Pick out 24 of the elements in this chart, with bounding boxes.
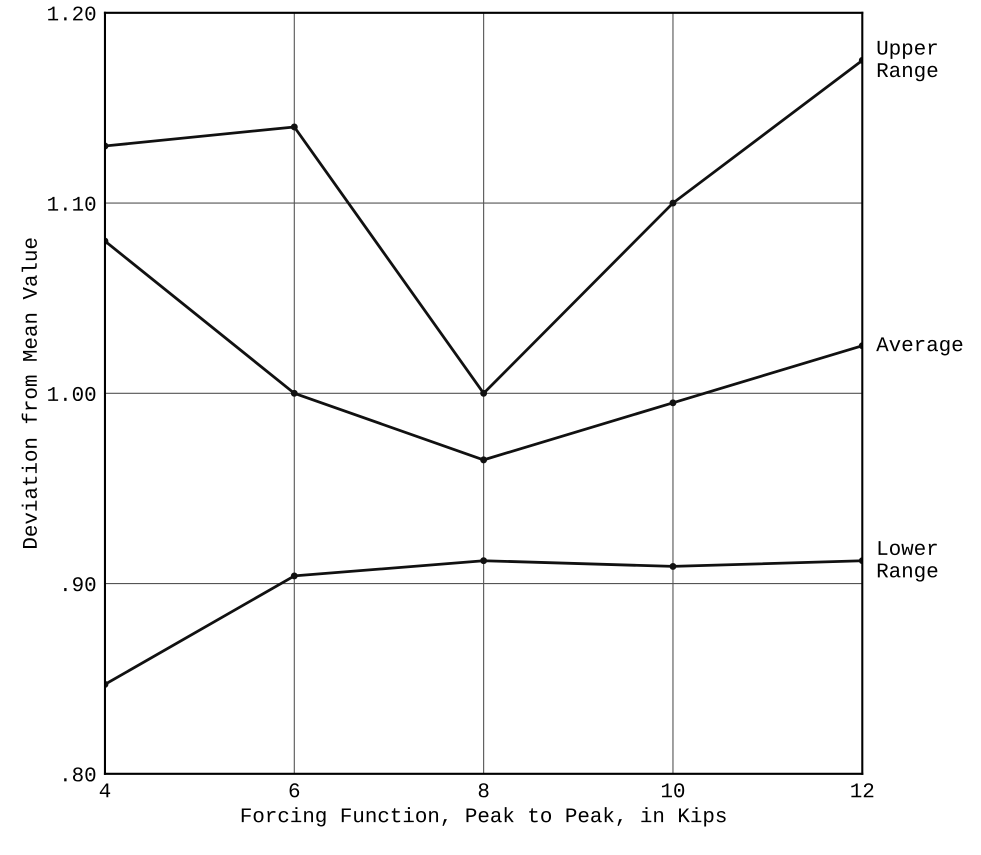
point [290,390,298,397]
series-label: Lower Range [878,541,938,582]
y-tick-label: .80 [64,767,96,782]
x-tick-label: 10 [662,783,684,798]
point [480,390,488,397]
point [669,200,676,207]
y-tick-label: 1.20 [48,6,96,21]
y-axis-title: Deviation from Mean Value [22,238,37,548]
y-tick-label: 1.10 [48,196,96,211]
point [290,572,298,580]
point [480,456,488,464]
x-tick-label: 12 [851,783,874,798]
point [480,557,488,564]
series-label: Average [876,337,962,356]
y-tick-label: .90 [64,577,96,592]
x-tick-label: 6 [290,783,300,798]
x-tick-label: 8 [478,783,489,798]
y-tick-label: 1.00 [48,386,96,402]
x-tick-label: 4 [100,783,110,798]
point [669,399,676,406]
x-axis-title: Forcing Function, Peak to Peak, in Kips [242,807,726,827]
series-label: Upper Range [878,40,938,82]
point [290,123,298,130]
point [669,562,676,570]
